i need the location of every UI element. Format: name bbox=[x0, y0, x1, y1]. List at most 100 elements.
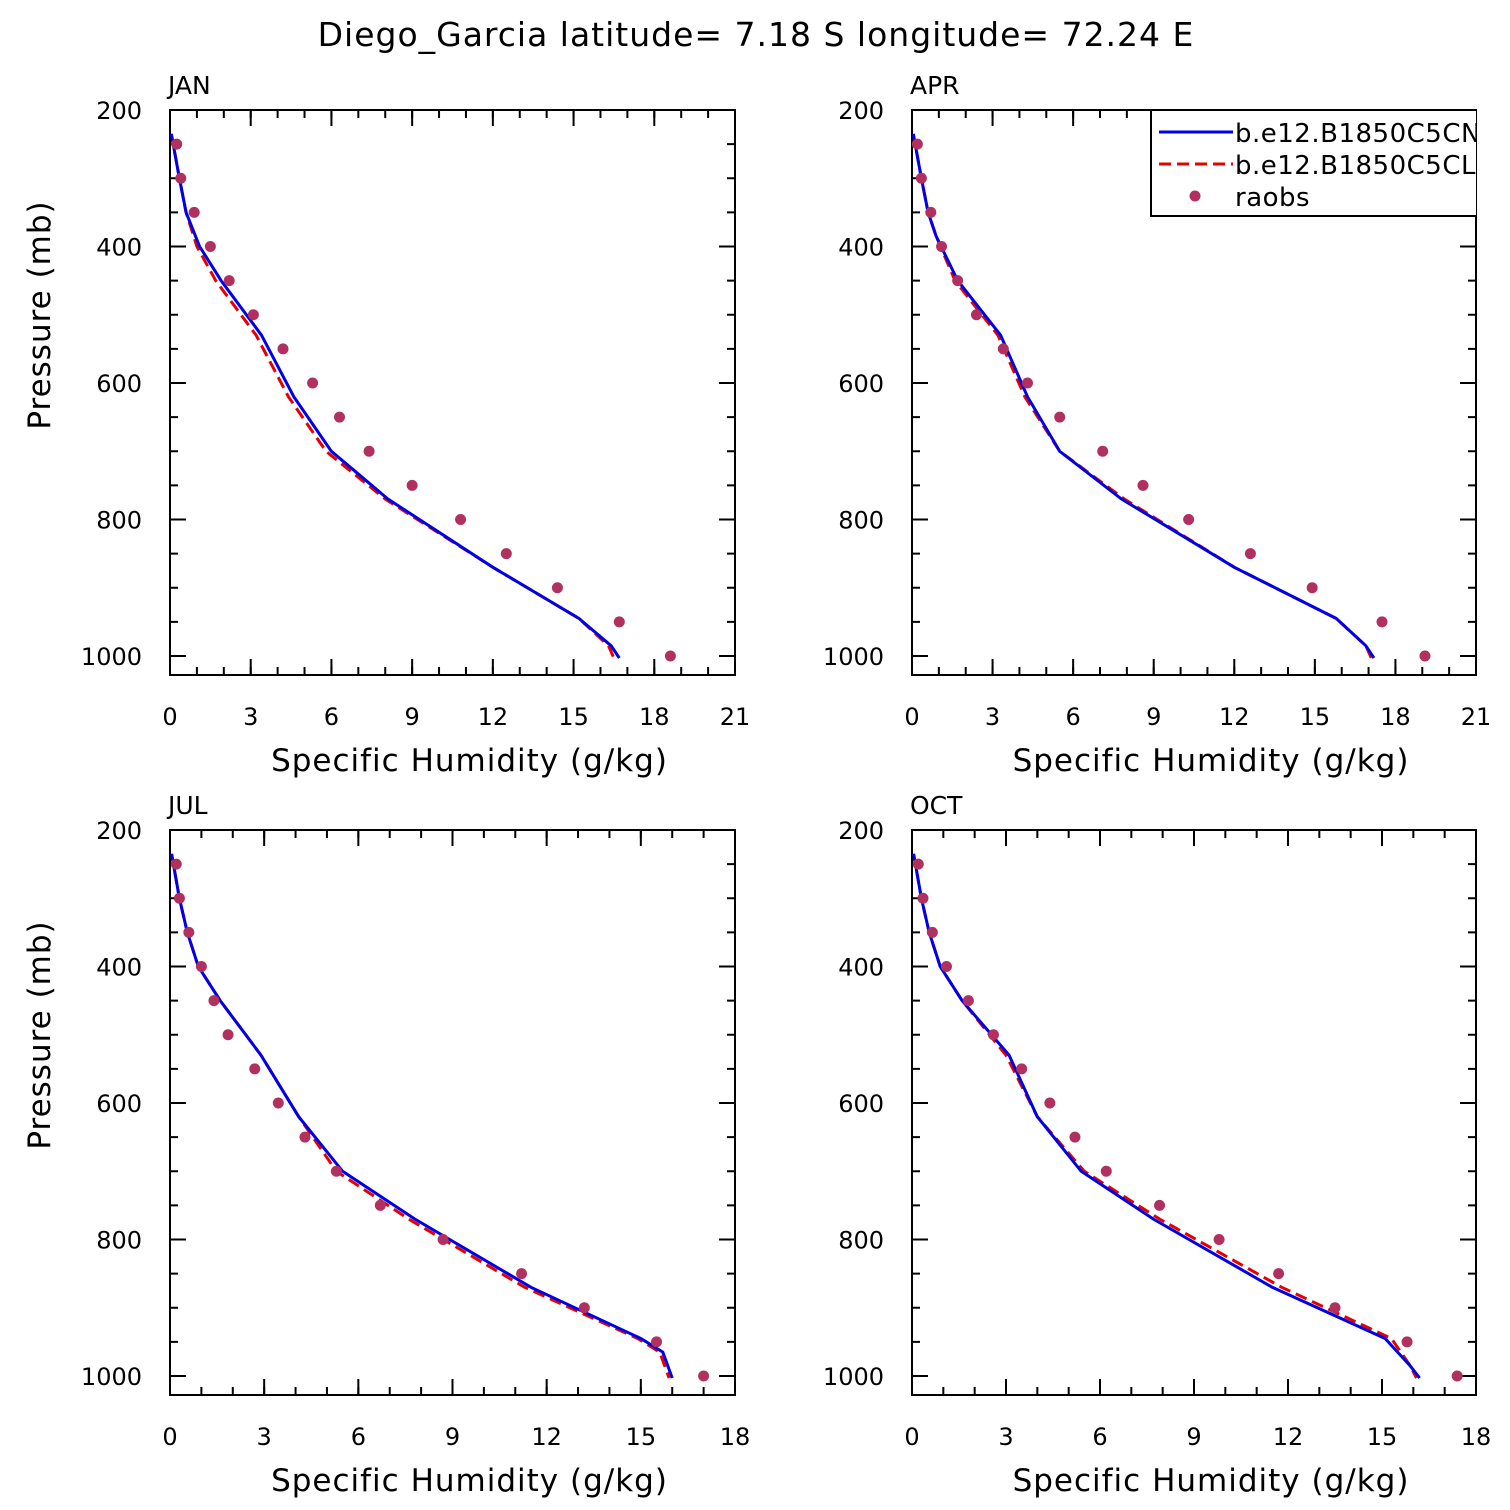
y-tick-label: 800 bbox=[838, 1227, 884, 1255]
y-tick-label: 200 bbox=[838, 97, 884, 125]
y-tick-label: 800 bbox=[96, 1227, 142, 1255]
raobs-point bbox=[1306, 582, 1318, 594]
raobs-point bbox=[1137, 479, 1149, 491]
raobs-point bbox=[516, 1268, 528, 1280]
raobs-point bbox=[208, 995, 220, 1007]
x-tick-label: 3 bbox=[985, 703, 1000, 731]
y-tick-label: 1000 bbox=[823, 1363, 884, 1391]
raobs-point bbox=[247, 309, 259, 321]
raobs-point bbox=[1097, 445, 1109, 457]
legend-label: b.e12.B1850C5CN bbox=[1235, 119, 1481, 149]
x-tick-label: 12 bbox=[478, 703, 509, 731]
raobs-point bbox=[406, 479, 418, 491]
raobs-point bbox=[374, 1199, 386, 1211]
panel-jan: JAN 0 3 6 9 12 15 18 21 200 400 600 800 1000 Specific … bbox=[22, 71, 750, 779]
panel-oct: OCT 0 3 6 9 12 15 18 200 400 600 800 1000 Specific Hu… bbox=[823, 791, 1491, 1499]
raobs-point bbox=[1329, 1302, 1341, 1314]
x-tick-label: 21 bbox=[720, 703, 751, 731]
raobs-point bbox=[1273, 1268, 1285, 1280]
y-tick-label: 800 bbox=[96, 507, 142, 535]
y-tick-label: 1000 bbox=[81, 1363, 142, 1391]
raobs-point bbox=[183, 926, 195, 938]
raobs-point bbox=[613, 616, 625, 628]
x-tick-label: 18 bbox=[1380, 703, 1411, 731]
x-tick-label: 9 bbox=[1186, 1423, 1201, 1451]
raobs-point bbox=[330, 1165, 342, 1177]
raobs-point bbox=[917, 892, 929, 904]
panel-jul: JUL 0 3 6 9 12 15 18 200 400 600 800 1000 Specific Hu… bbox=[22, 791, 750, 1499]
raobs-point bbox=[962, 995, 974, 1007]
raobs-point bbox=[299, 1131, 311, 1143]
raobs-point bbox=[1244, 548, 1256, 560]
raobs-point bbox=[970, 309, 982, 321]
x-tick-label: 0 bbox=[904, 1423, 919, 1451]
raobs-point bbox=[997, 343, 1009, 355]
x-axis-label: Specific Humidity (g/kg) bbox=[1013, 743, 1410, 779]
x-tick-label: 9 bbox=[1146, 703, 1161, 731]
raobs-point bbox=[204, 241, 216, 252]
raobs-point bbox=[363, 445, 375, 457]
raobs-point bbox=[1183, 514, 1195, 525]
raobs-point bbox=[940, 961, 952, 972]
raobs-point bbox=[911, 138, 923, 150]
raobs-point bbox=[437, 1234, 449, 1245]
legend-swatch-dot bbox=[1189, 190, 1201, 202]
x-tick-label: 12 bbox=[1273, 1423, 1304, 1451]
raobs-point bbox=[195, 961, 207, 972]
raobs-point bbox=[651, 1336, 663, 1348]
raobs-point bbox=[175, 172, 187, 184]
raobs-point bbox=[915, 172, 927, 184]
raobs-point bbox=[1451, 1370, 1463, 1382]
y-tick-label: 400 bbox=[838, 234, 884, 262]
panel-apr: APR 0 3 6 9 12 15 18 21 200 400 600 800 1000 Specific … bbox=[823, 71, 1491, 779]
panel-title: JUL bbox=[166, 791, 208, 820]
raobs-point bbox=[223, 275, 235, 287]
raobs-point bbox=[249, 1063, 261, 1075]
raobs-point bbox=[912, 858, 924, 870]
legend-label: b.e12.B1850C5CL bbox=[1235, 151, 1476, 181]
plot-frame bbox=[169, 109, 736, 676]
raobs-point bbox=[1016, 1063, 1028, 1075]
raobs-point bbox=[1419, 650, 1431, 662]
y-tick-label: 800 bbox=[838, 507, 884, 535]
raobs-point bbox=[936, 241, 948, 252]
x-tick-label: 15 bbox=[626, 1423, 657, 1451]
x-tick-label: 6 bbox=[1092, 1423, 1107, 1451]
legend-label: raobs bbox=[1235, 183, 1310, 213]
raobs-point bbox=[952, 275, 964, 287]
raobs-point bbox=[170, 858, 182, 870]
x-tick-label: 6 bbox=[1066, 703, 1081, 731]
x-tick-label: 15 bbox=[1367, 1423, 1398, 1451]
series-group bbox=[170, 133, 621, 659]
y-tick-label: 200 bbox=[838, 817, 884, 845]
x-tick-label: 15 bbox=[1300, 703, 1331, 731]
y-tick-label: 400 bbox=[96, 234, 142, 262]
y-axis-label: Pressure (mb) bbox=[22, 200, 58, 429]
x-tick-label: 0 bbox=[162, 1423, 177, 1451]
raobs-point bbox=[277, 343, 289, 355]
raobs-point bbox=[551, 582, 563, 594]
x-tick-label: 12 bbox=[1219, 703, 1250, 731]
raobs-point bbox=[1054, 411, 1066, 423]
y-tick-label: 200 bbox=[96, 817, 142, 845]
panel-title: OCT bbox=[910, 791, 963, 820]
x-tick-label: 0 bbox=[162, 703, 177, 731]
raobs-point bbox=[1154, 1199, 1166, 1211]
panel-title: APR bbox=[910, 71, 960, 100]
x-tick-label: 21 bbox=[1461, 703, 1492, 731]
raobs-point bbox=[455, 514, 467, 525]
x-tick-label: 3 bbox=[998, 1423, 1013, 1451]
raobs-point bbox=[171, 138, 183, 150]
y-tick-label: 400 bbox=[838, 954, 884, 982]
figure-title: Diego_Garcia latitude= 7.18 S longitude=… bbox=[318, 15, 1195, 54]
raobs-point bbox=[578, 1302, 590, 1314]
x-tick-label: 3 bbox=[243, 703, 258, 731]
x-tick-label: 18 bbox=[639, 703, 670, 731]
raobs-point bbox=[698, 1370, 710, 1382]
y-tick-label: 400 bbox=[96, 954, 142, 982]
x-tick-label: 12 bbox=[531, 1423, 562, 1451]
series-line-b-e12-b1850c5cn bbox=[170, 133, 621, 659]
